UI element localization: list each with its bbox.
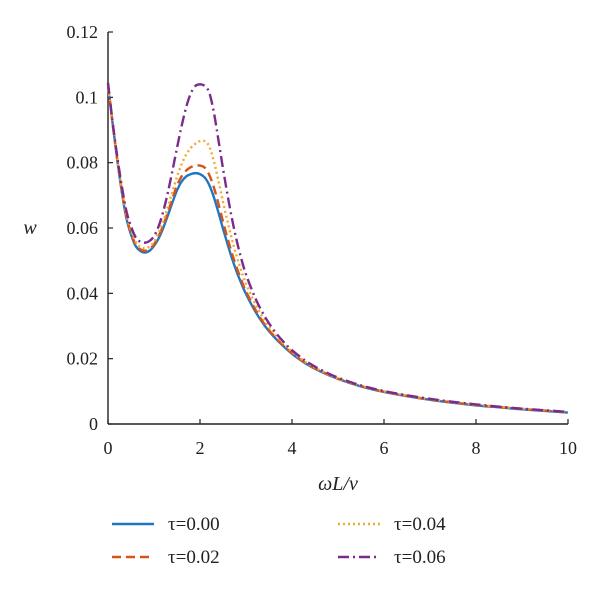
y-tick-label: 0.12 [67, 22, 99, 42]
legend-label-2: τ=0.04 [394, 514, 446, 535]
y-tick-label: 0.04 [67, 283, 99, 303]
y-tick-label: 0.06 [67, 218, 99, 238]
x-tick-label: 0 [104, 438, 113, 458]
y-ticks: 0 0.02 0.04 0.06 0.08 0.1 0.12 [67, 22, 113, 434]
y-axis-label: w [23, 217, 37, 239]
y-tick-label: 0.08 [67, 153, 99, 173]
x-ticks: 0 2 4 6 8 10 [104, 419, 577, 458]
series-lines [106, 82, 569, 414]
series-line-0 [106, 84, 569, 414]
legend-label-3: τ=0.06 [394, 547, 446, 568]
x-axis-label: ωL/ν [318, 473, 358, 495]
x-tick-label: 8 [472, 438, 481, 458]
legend-label-1: τ=0.02 [168, 547, 220, 568]
x-tick-label: 10 [559, 438, 577, 458]
x-tick-label: 4 [288, 438, 297, 458]
y-tick-label: 0.02 [67, 349, 99, 369]
y-tick-label: 0.1 [76, 87, 99, 107]
series-line-1 [106, 84, 569, 414]
legend-label-0: τ=0.00 [168, 514, 220, 535]
x-tick-label: 6 [380, 438, 389, 458]
series-line-3 [106, 82, 569, 414]
x-tick-label: 2 [196, 438, 205, 458]
series-line-2 [106, 84, 569, 414]
y-tick-label: 0 [89, 414, 98, 434]
plot-area: 0 0.02 0.04 0.06 0.08 0.1 0.12 0 2 4 6 8 10 [67, 22, 578, 458]
legend: τ=0.00 τ=0.02 τ=0.04 τ=0.06 [112, 514, 446, 568]
